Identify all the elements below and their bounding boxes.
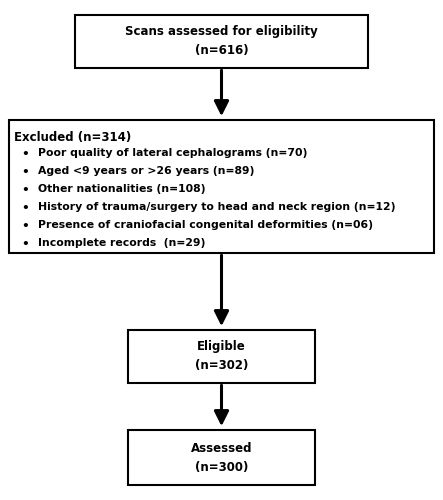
Text: •: • bbox=[21, 166, 29, 179]
Text: Eligible
(n=302): Eligible (n=302) bbox=[195, 340, 248, 372]
Text: •: • bbox=[21, 220, 29, 233]
Text: •: • bbox=[21, 148, 29, 161]
Bar bbox=[128, 430, 315, 485]
Text: Presence of craniofacial congenital deformities (n=06): Presence of craniofacial congenital defo… bbox=[38, 220, 373, 230]
Text: Incomplete records  (n=29): Incomplete records (n=29) bbox=[38, 238, 205, 248]
Bar bbox=[128, 330, 315, 382]
Text: History of trauma/surgery to head and neck region (n=12): History of trauma/surgery to head and ne… bbox=[38, 202, 395, 212]
Text: •: • bbox=[21, 184, 29, 197]
Text: Scans assessed for eligibility
(n=616): Scans assessed for eligibility (n=616) bbox=[125, 25, 318, 57]
Text: Other nationalities (n=108): Other nationalities (n=108) bbox=[38, 184, 205, 194]
Text: •: • bbox=[21, 202, 29, 215]
Text: Aged <9 years or >26 years (n=89): Aged <9 years or >26 years (n=89) bbox=[38, 166, 254, 176]
Text: Excluded (n=314): Excluded (n=314) bbox=[14, 131, 132, 144]
Text: Assessed
(n=300): Assessed (n=300) bbox=[191, 442, 252, 474]
Bar bbox=[75, 15, 368, 68]
Text: Poor quality of lateral cephalograms (n=70): Poor quality of lateral cephalograms (n=… bbox=[38, 148, 307, 158]
Text: •: • bbox=[21, 238, 29, 251]
Bar bbox=[9, 120, 434, 252]
